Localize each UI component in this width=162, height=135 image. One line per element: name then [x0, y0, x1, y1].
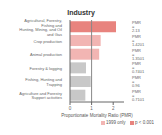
svg-text:2: 2 [112, 106, 115, 111]
svg-text:Proportionate Mortality Ratio: Proportionate Mortality Ratio (PMR) [61, 113, 133, 118]
html-text:Industry: Industry [67, 9, 95, 16]
html-text:p < 0.001: p < 0.001 [135, 120, 154, 125]
svg-text:Crop production: Crop production [34, 38, 62, 43]
svg-text:1: 1 [90, 106, 93, 111]
svg-text:PMR=1.4201: PMR=1.4201 [132, 34, 145, 47]
svg-text:PMR=1.3501: PMR=1.3501 [132, 48, 145, 61]
svg-text:PMR=0.96: PMR=0.96 [132, 75, 141, 88]
html-text:1999 only: 1999 only [106, 120, 126, 125]
svg-text:Agriculture and ForestrySuppor: Agriculture and ForestrySupport activiti… [19, 90, 62, 100]
svg-text:0: 0 [69, 106, 72, 111]
svg-text:PMR=2.13: PMR=2.13 [132, 20, 141, 33]
svg-text:Agricultural, Forestry,Fishing: Agricultural, Forestry,Fishing andHuntin… [19, 18, 62, 36]
svg-text:Animal production: Animal production [30, 52, 62, 57]
svg-text:PMR=0.7101: PMR=0.7101 [132, 89, 145, 102]
svg-text:Forestry & logging: Forestry & logging [30, 65, 62, 70]
svg-text:PMR=0.7401: PMR=0.7401 [132, 61, 145, 74]
svg-text:Fishing, Hunting andTrapping: Fishing, Hunting andTrapping [25, 77, 62, 87]
